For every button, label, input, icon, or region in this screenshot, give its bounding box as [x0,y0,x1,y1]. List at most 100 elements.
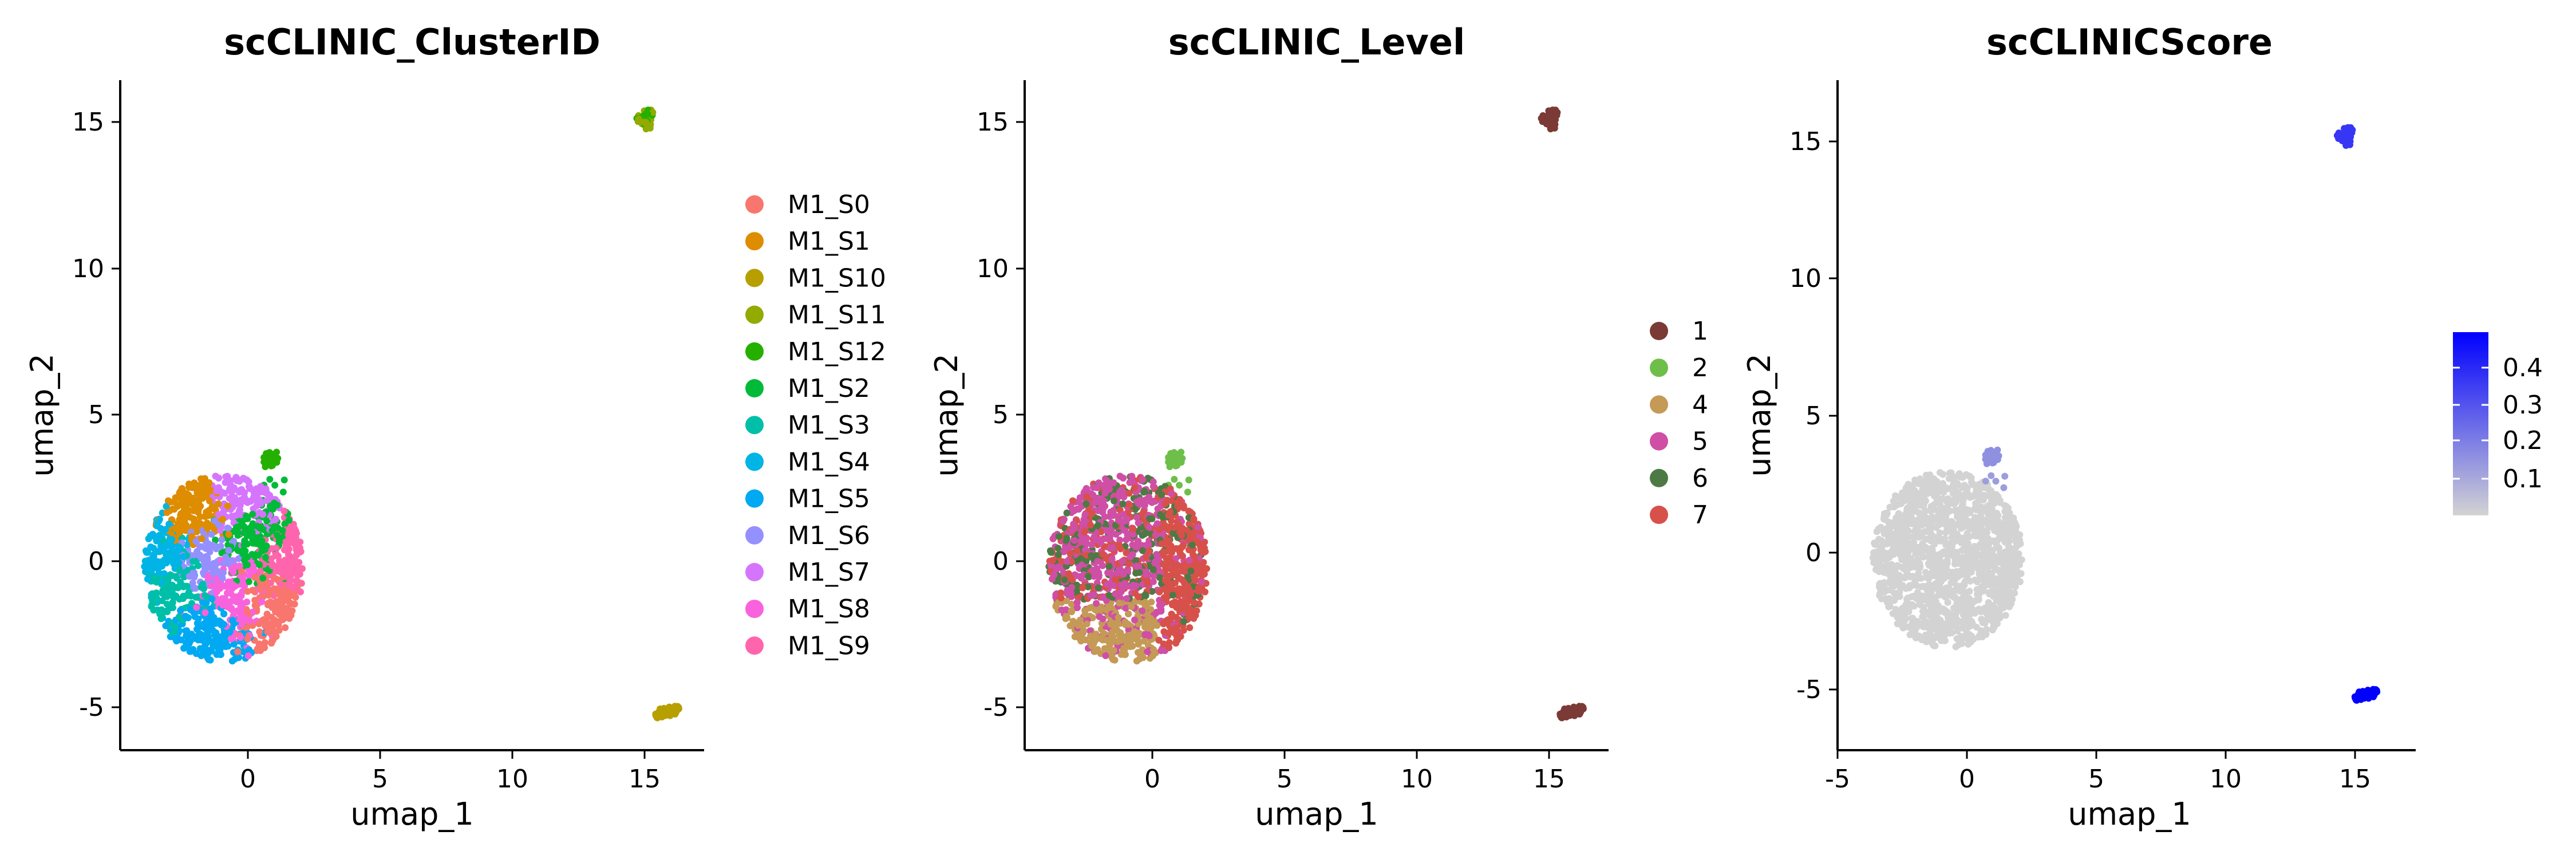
data-point [276,538,283,546]
data-point [286,575,293,582]
data-point [204,573,212,581]
data-point [231,564,238,570]
data-point [259,574,267,582]
data-point [266,476,274,483]
data-point [191,613,199,620]
data-point [277,597,285,605]
data-point [189,569,197,577]
data-point [222,479,229,486]
data-point [256,585,264,593]
data-point [236,500,243,507]
data-point [269,626,276,633]
legend-swatch [745,195,764,214]
data-point [1145,515,1153,522]
data-point [224,502,231,510]
legend-label: M1_S1 [788,227,870,256]
data-point [245,483,252,490]
data-point [243,513,250,520]
panel1-x-ticks: 0 5 10 15 [240,750,661,794]
data-point [271,482,279,489]
data-point [191,633,199,640]
data-point [202,592,208,599]
legend-label: M1_S0 [788,190,870,219]
data-point [241,537,248,545]
data-point [242,476,250,483]
data-point [267,502,274,510]
data-point [162,526,169,533]
data-point [165,549,173,557]
legend-swatch [745,600,764,618]
data-point [217,580,224,588]
data-point [204,525,211,531]
data-point [172,573,180,580]
data-point [274,531,281,539]
data-point [229,617,236,624]
data-point [238,568,245,575]
panel1-ytick-4: 15 [72,108,104,137]
data-point [1153,622,1161,629]
data-point [259,488,267,496]
legend-label: M1_S12 [788,337,886,367]
data-point [197,481,205,488]
data-point [183,582,191,590]
data-point [280,476,288,484]
panel1-xtick-0: 0 [240,765,256,794]
data-point [269,562,276,570]
data-point [225,547,232,554]
data-point [189,495,196,503]
panel1-xtick-1: 5 [372,765,388,794]
panel1-xtick-3: 15 [629,765,661,794]
legend-swatch [745,416,764,435]
data-point [172,624,179,632]
data-point [215,474,222,482]
data-point [243,615,250,622]
panel1-ytick-2: 5 [88,400,104,430]
data-point [227,598,235,605]
data-point [259,511,267,518]
data-point [175,613,183,621]
data-point [256,628,263,636]
data-point [169,604,176,612]
data-point [180,553,187,560]
data-point [228,605,235,612]
data-point [177,607,184,614]
data-point [176,529,184,536]
data-point [285,545,293,553]
data-point [235,654,242,661]
data-point [175,546,183,554]
legend-swatch [745,526,764,545]
data-point [258,598,266,605]
data-point [219,636,227,644]
data-point [1121,527,1128,534]
data-point [228,488,236,495]
data-point [1054,545,1062,552]
data-point [239,546,247,554]
data-point [1171,476,1178,483]
data-point [279,527,286,534]
data-point [289,607,296,614]
data-point [1125,490,1133,497]
data-point [176,567,183,574]
data-point [220,559,228,566]
data-point [214,641,221,648]
data-point [176,489,183,497]
data-point [204,481,212,488]
panel1-ylabel: umap_2 [24,353,60,477]
legend-label: M1_S3 [788,411,870,440]
data-point [143,549,151,556]
data-point [204,564,211,571]
data-point [210,620,218,628]
data-point [258,537,266,545]
data-point [270,523,278,530]
data-point [263,542,270,550]
panel1-legend: M1_S0M1_S1M1_S10M1_S11M1_S12M1_S2M1_S3M1… [745,190,886,660]
legend-label: M1_S9 [788,631,870,660]
data-point [219,515,227,523]
data-point [212,545,220,553]
data-point [207,656,214,664]
panel2-title: scCLINIC_Level [1168,21,1465,63]
data-point [238,592,245,600]
panel1-xlabel: umap_1 [350,796,474,832]
data-point [248,529,256,536]
data-point [190,584,197,592]
